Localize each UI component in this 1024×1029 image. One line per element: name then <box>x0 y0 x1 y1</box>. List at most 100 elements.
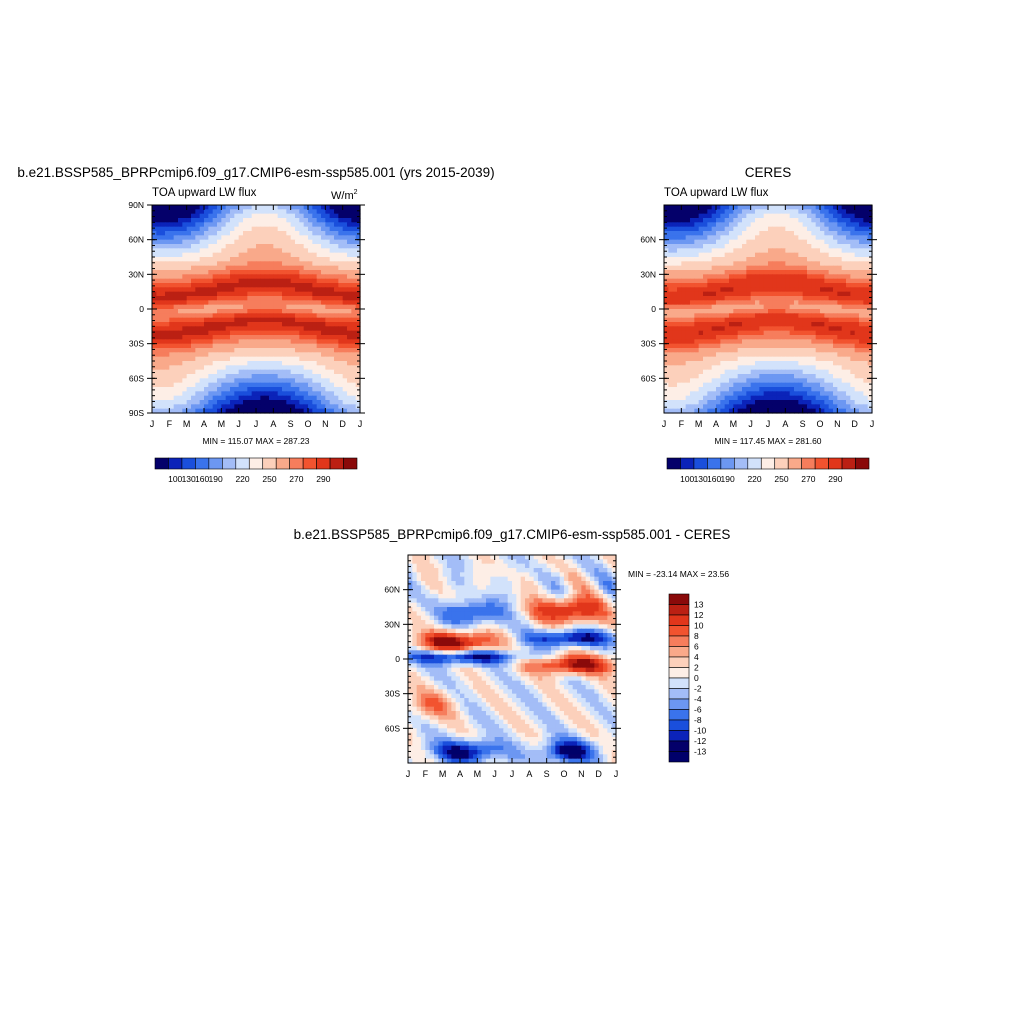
heatmap-cell <box>265 300 270 305</box>
heatmap-cell <box>777 335 782 340</box>
panel1-units-sup: 2 <box>354 189 358 196</box>
heatmap-cell <box>256 383 261 388</box>
heatmap-cell <box>230 309 235 314</box>
heatmap-cell <box>187 218 192 223</box>
heatmap-cell <box>308 296 313 301</box>
heatmap-cell <box>850 374 855 379</box>
heatmap-cell <box>156 266 161 271</box>
heatmap-cell <box>725 248 730 253</box>
heatmap-cell <box>200 287 205 292</box>
heatmap-cell <box>794 296 799 301</box>
heatmap-cell <box>703 244 708 249</box>
heatmap-cell <box>837 352 842 357</box>
heatmap-cell <box>321 287 326 292</box>
heatmap-cell <box>312 361 317 366</box>
heatmap-cell <box>178 257 183 262</box>
heatmap-cell <box>174 287 179 292</box>
heatmap-cell <box>855 227 860 232</box>
heatmap-cell <box>837 296 842 301</box>
heatmap-cell <box>156 253 161 258</box>
heatmap-cell <box>755 335 760 340</box>
heatmap-cell <box>772 335 777 340</box>
heatmap-cell <box>820 378 825 383</box>
heatmap-cell <box>317 396 322 401</box>
heatmap-cell <box>716 292 721 297</box>
heatmap-cell <box>677 387 682 392</box>
heatmap-cell <box>286 214 291 219</box>
heatmap-cell <box>243 365 248 370</box>
heatmap-cell <box>681 253 686 258</box>
heatmap-cell <box>486 555 491 560</box>
heatmap-cell <box>668 335 673 340</box>
heatmap-cell <box>304 240 309 245</box>
heatmap-cell <box>720 339 725 344</box>
heatmap-cell <box>330 361 335 366</box>
heatmap-cell <box>859 322 864 327</box>
heatmap-cell <box>343 309 348 314</box>
heatmap-cell <box>664 296 669 301</box>
heatmap-cell <box>438 559 443 564</box>
heatmap-cell <box>234 253 239 258</box>
heatmap-cell <box>252 235 257 240</box>
heatmap-cell <box>299 383 304 388</box>
heatmap-cell <box>165 235 170 240</box>
heatmap-cell <box>174 209 179 214</box>
heatmap-cell <box>308 318 313 323</box>
heatmap-cell <box>729 283 734 288</box>
heatmap-cell <box>161 274 166 279</box>
heatmap-cell <box>321 279 326 284</box>
heatmap-cell <box>234 335 239 340</box>
heatmap-cell <box>790 326 795 331</box>
heatmap-cell <box>334 292 339 297</box>
heatmap-cell <box>807 287 812 292</box>
heatmap-cell <box>213 365 218 370</box>
heatmap-cell <box>187 274 192 279</box>
heatmap-cell <box>200 274 205 279</box>
heatmap-cell <box>278 309 283 314</box>
heatmap-cell <box>755 283 760 288</box>
heatmap-cell <box>204 348 209 353</box>
heatmap-cell <box>312 387 317 392</box>
heatmap-cell <box>234 370 239 375</box>
heatmap-cell <box>850 387 855 392</box>
heatmap-cell <box>850 279 855 284</box>
heatmap-cell <box>764 391 769 396</box>
heatmap-cell <box>677 222 682 227</box>
heatmap-cell <box>859 209 864 214</box>
heatmap-cell <box>768 396 773 401</box>
heatmap-cell <box>811 253 816 258</box>
heatmap-cell <box>772 309 777 314</box>
heatmap-cell <box>720 348 725 353</box>
heatmap-cell <box>751 391 756 396</box>
heatmap-cell <box>152 365 157 370</box>
heatmap-cell <box>343 396 348 401</box>
heatmap-cell <box>169 313 174 318</box>
heatmap-cell <box>169 404 174 409</box>
heatmap-cell <box>187 318 192 323</box>
heatmap-cell <box>282 322 287 327</box>
heatmap-cell <box>200 253 205 258</box>
heatmap-cell <box>291 218 296 223</box>
heatmap-cell <box>794 378 799 383</box>
heatmap-cell <box>312 244 317 249</box>
heatmap-cell <box>338 339 343 344</box>
heatmap-cell <box>746 309 751 314</box>
heatmap-cell <box>859 274 864 279</box>
heatmap-cell <box>746 222 751 227</box>
heatmap-cell <box>850 300 855 305</box>
heatmap-cell <box>191 300 196 305</box>
heatmap-cell <box>330 383 335 388</box>
heatmap-cell <box>686 344 691 349</box>
heatmap-cell <box>169 287 174 292</box>
heatmap-cell <box>278 396 283 401</box>
heatmap-cell <box>803 222 808 227</box>
heatmap-cell <box>759 235 764 240</box>
heatmap-cell <box>343 231 348 236</box>
heatmap-cell <box>338 227 343 232</box>
heatmap-cell <box>239 309 244 314</box>
heatmap-cell <box>291 361 296 366</box>
heatmap-cell <box>846 287 851 292</box>
heatmap-cell <box>764 361 769 366</box>
heatmap-cell <box>195 352 200 357</box>
heatmap-cell <box>182 313 187 318</box>
